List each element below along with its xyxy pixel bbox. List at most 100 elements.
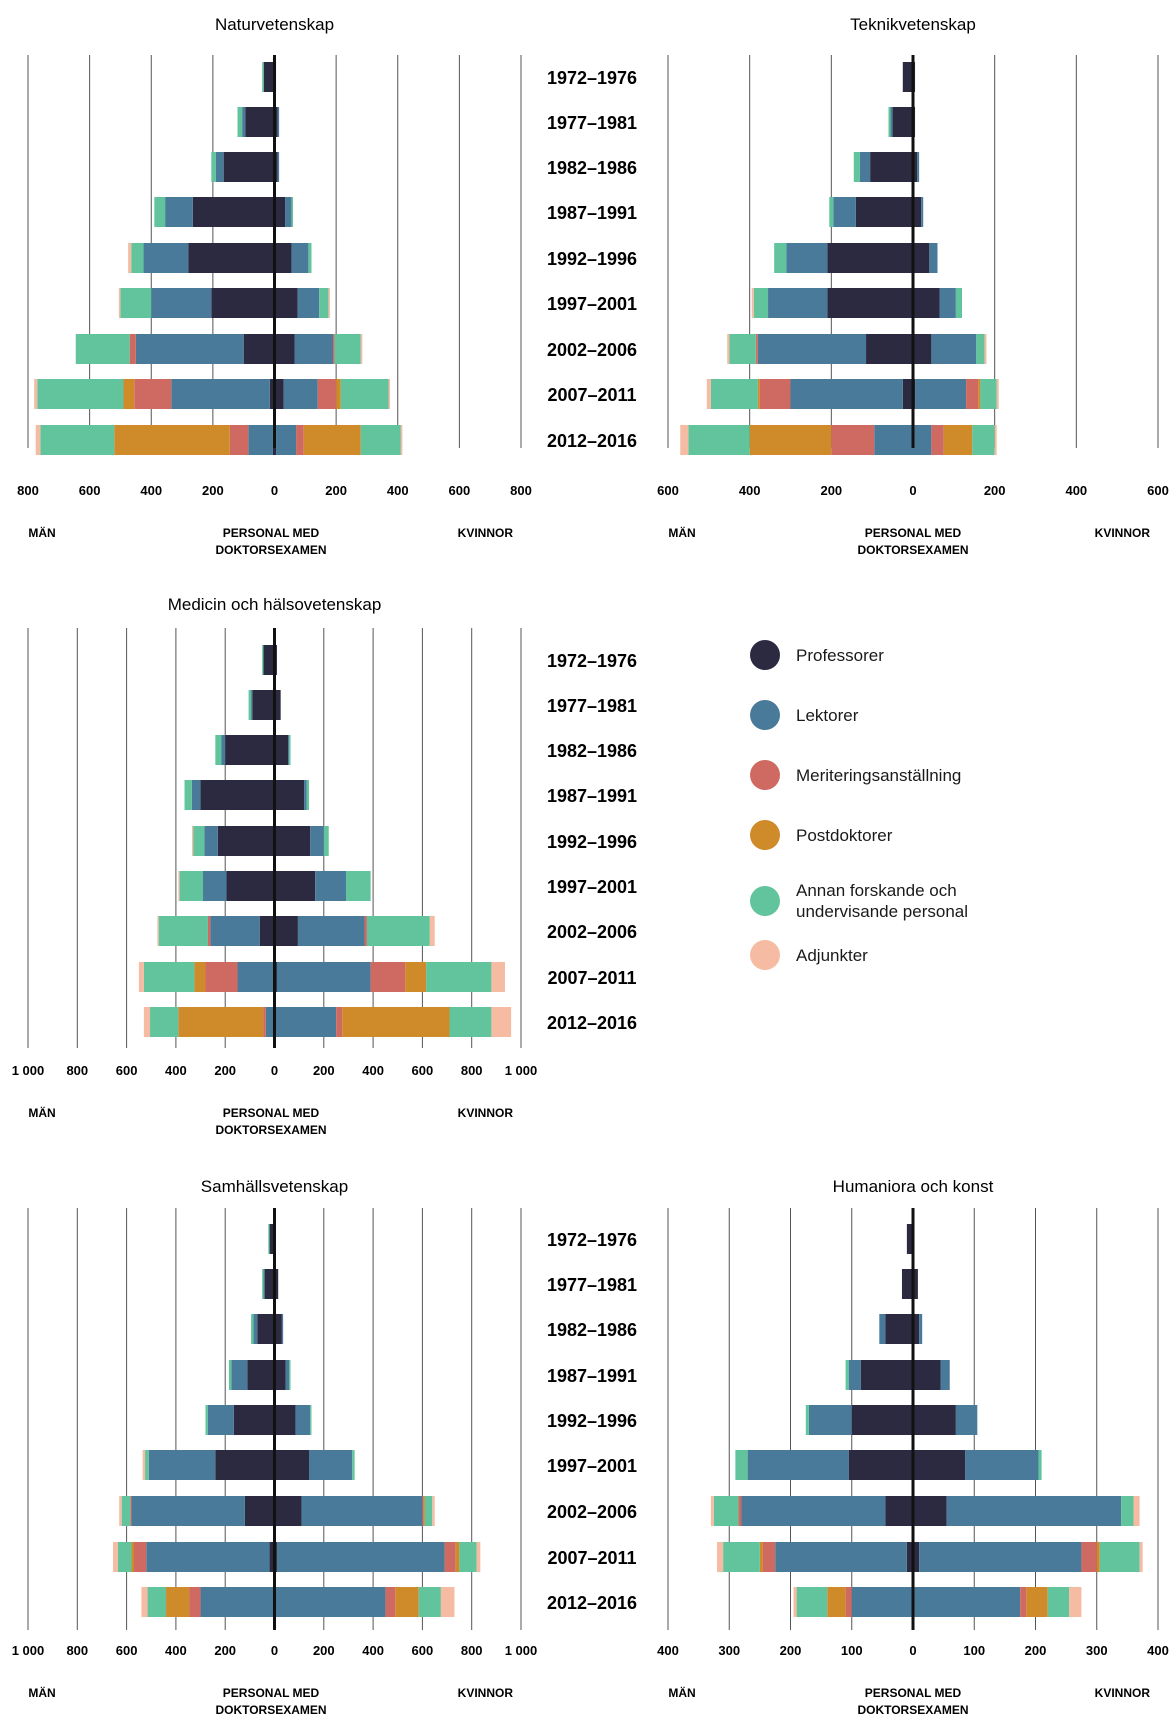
bar-men-meriteringsanställning xyxy=(738,1496,742,1526)
bar-women-professorer xyxy=(274,379,284,409)
chart-panel-naturvetenskap: Naturvetenskap 800 600 400 200 0 200 400 600 800 M… xyxy=(17,15,532,557)
bar-women-annan-forskande-och-undervisande-personal xyxy=(1038,1450,1042,1480)
bar-men-lektorer xyxy=(204,826,218,856)
bar-men-annan-forskande-och-undervisande-personal xyxy=(853,152,860,182)
bar-women-postdoktorer xyxy=(1096,1542,1100,1572)
legend-circle-icon xyxy=(750,760,780,790)
tick-label: 600 xyxy=(412,1643,434,1658)
cohort-label: 1972–1976 xyxy=(547,1230,637,1250)
bar-men-annan-forskande-och-undervisande-personal xyxy=(121,1496,131,1526)
cohort-label: 1992–1996 xyxy=(547,832,637,852)
bar-women-meriteringsanställning xyxy=(370,962,406,992)
bar-men-postdoktorer xyxy=(123,379,135,409)
bar-women-annan-forskande-och-undervisande-personal xyxy=(976,334,985,364)
bar-men-professorer xyxy=(902,62,913,92)
tick-label: 600 xyxy=(116,1063,138,1078)
bar-men-annan-forskande-och-undervisande-personal xyxy=(237,107,243,137)
tick-label: 200 xyxy=(820,483,842,498)
bar-men-professorer xyxy=(188,243,275,273)
bar-men-annan-forskande-och-undervisande-personal xyxy=(150,1007,179,1037)
bar-women-adjunkter xyxy=(360,334,363,364)
bar-women-adjunkter xyxy=(1139,1542,1143,1572)
bar-men-annan-forskande-och-undervisande-personal xyxy=(262,645,264,675)
chart-panel-samhällsvetenskap: Samhällsvetenskap 1 000 800 600 400 200 0 200 40… xyxy=(12,1177,538,1717)
bar-men-adjunkter xyxy=(142,1450,146,1480)
tick-label: 600 xyxy=(657,483,679,498)
tick-label: 600 xyxy=(116,1643,138,1658)
bar-men-lektorer xyxy=(171,379,270,409)
legend-label: Meriteringsanställning xyxy=(796,765,962,785)
tick-label: 400 xyxy=(1065,483,1087,498)
bar-men-lektorer xyxy=(231,1360,248,1390)
bar-men-professorer xyxy=(263,645,275,675)
bar-men-lektorer xyxy=(215,152,224,182)
bar-women-adjunkter xyxy=(984,334,987,364)
bar-women-lektorer xyxy=(294,334,334,364)
bar-men-adjunkter xyxy=(113,1542,118,1572)
bar-women-annan-forskande-och-undervisande-personal xyxy=(1099,1542,1140,1572)
tick-label: 1 000 xyxy=(505,1063,538,1078)
bar-men-adjunkter xyxy=(141,1587,148,1617)
bar-women-postdoktorer xyxy=(336,379,341,409)
bar-men-lektorer xyxy=(859,152,871,182)
bar-women-annan-forskande-och-undervisande-personal xyxy=(459,1542,477,1572)
bar-women-professorer xyxy=(274,288,298,318)
tick-label: 400 xyxy=(362,1063,384,1078)
bar-men-professorer xyxy=(226,871,275,901)
bar-men-meriteringsanställning xyxy=(134,379,172,409)
label-center: PERSONAL MED DOKTORSEXAMEN xyxy=(215,526,326,557)
bar-women-annan-forskande-och-undervisande-personal xyxy=(289,735,291,765)
bar-women-professorer xyxy=(274,735,289,765)
bar-women-professorer xyxy=(274,690,281,720)
bar-women-meriteringsanställning xyxy=(422,1496,424,1526)
bar-men-annan-forskande-och-undervisande-personal xyxy=(211,152,216,182)
bar-men-postdoktorer xyxy=(827,1587,846,1617)
bar-men-professorer xyxy=(215,1450,275,1480)
bar-men-adjunkter xyxy=(793,1587,797,1617)
bar-women-meriteringsanställning xyxy=(336,1007,343,1037)
tick-label: 0 xyxy=(909,1643,916,1658)
tick-label: 200 xyxy=(202,483,224,498)
bar-men-annan-forskande-och-undervisande-personal xyxy=(268,1224,270,1254)
bar-women-adjunkter xyxy=(328,288,330,318)
legend-item-professorer: Professorer xyxy=(750,640,884,670)
bar-men-meriteringsanställning xyxy=(759,379,791,409)
bar-men-adjunkter xyxy=(34,379,38,409)
bar-men-adjunkter xyxy=(118,288,121,318)
bar-women-postdoktorer xyxy=(1026,1587,1048,1617)
bar-women-postdoktorer xyxy=(455,1542,460,1572)
bar-men-lektorer xyxy=(151,288,212,318)
bar-women-meriteringsanställning xyxy=(385,1587,396,1617)
tick-label: 0 xyxy=(271,1643,278,1658)
bar-women-meriteringsanställning xyxy=(931,425,944,455)
bar-men-annan-forskande-och-undervisande-personal xyxy=(193,826,205,856)
legend-circle-icon xyxy=(750,640,780,670)
chart-panel-teknikvetenskap: Teknikvetenskap 600 400 200 0 200 400 600 MÄN KVI… xyxy=(657,15,1169,557)
label-women: KVINNOR xyxy=(458,1106,514,1120)
bar-men-annan-forskande-och-undervisande-personal xyxy=(774,243,787,273)
tick-label: 300 xyxy=(1086,1643,1108,1658)
bar-women-professorer xyxy=(913,334,932,364)
bar-men-professorer xyxy=(217,826,275,856)
tick-label: 600 xyxy=(412,1063,434,1078)
cohort-label: 2012–2016 xyxy=(547,1593,637,1613)
bar-men-professorer xyxy=(870,152,913,182)
bar-men-annan-forskande-och-undervisande-personal xyxy=(143,962,195,992)
bar-men-adjunkter xyxy=(191,826,194,856)
bar-women-adjunkter xyxy=(440,1587,455,1617)
bar-men-annan-forskande-och-undervisande-personal xyxy=(248,690,252,720)
bar-women-lektorer xyxy=(285,197,292,227)
cohort-label: 1972–1976 xyxy=(547,68,637,88)
tick-label: 200 xyxy=(325,483,347,498)
bar-women-annan-forskande-och-undervisande-personal xyxy=(449,1007,492,1037)
bar-men-postdoktorer xyxy=(131,1542,134,1572)
bar-men-postdoktorer xyxy=(194,962,206,992)
legend-item-lektorer: Lektorer xyxy=(750,700,858,730)
bar-men-professorer xyxy=(269,1542,275,1572)
bar-men-professorer xyxy=(200,780,275,810)
bar-men-professorer xyxy=(223,152,275,182)
cohort-label: 2002–2006 xyxy=(547,340,637,360)
chart-title: Humaniora och konst xyxy=(833,1177,994,1196)
legend-label: Lektorer xyxy=(796,705,859,725)
bar-women-professorer xyxy=(913,1269,918,1299)
